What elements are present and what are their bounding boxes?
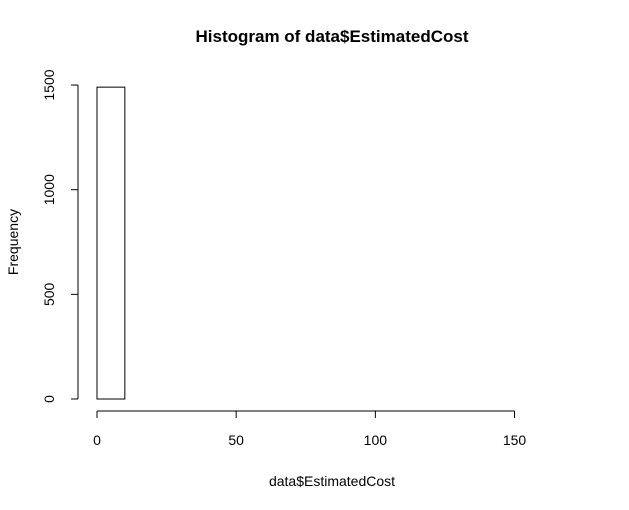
x-tick-label-0: 0: [93, 432, 101, 448]
y-tick-label-0: 0: [41, 395, 57, 403]
y-tick-label-3: 1500: [41, 69, 57, 100]
y-tick-label-1: 500: [41, 282, 57, 306]
x-tick-label-2: 100: [364, 432, 388, 448]
y-axis: 0 500 1000 1500: [41, 69, 79, 403]
x-axis-label: data$EstimatedCost: [269, 473, 395, 489]
x-tick-label-3: 150: [503, 432, 527, 448]
x-tick-label-1: 50: [228, 432, 244, 448]
y-axis-label: Frequency: [5, 209, 21, 275]
x-axis: 0 50 100 150: [93, 410, 527, 448]
bars-group: [96, 86, 126, 400]
chart-title: Histogram of data$EstimatedCost: [196, 27, 469, 46]
y-tick-label-2: 1000: [41, 174, 57, 205]
histogram-bar-0: [96, 86, 126, 400]
